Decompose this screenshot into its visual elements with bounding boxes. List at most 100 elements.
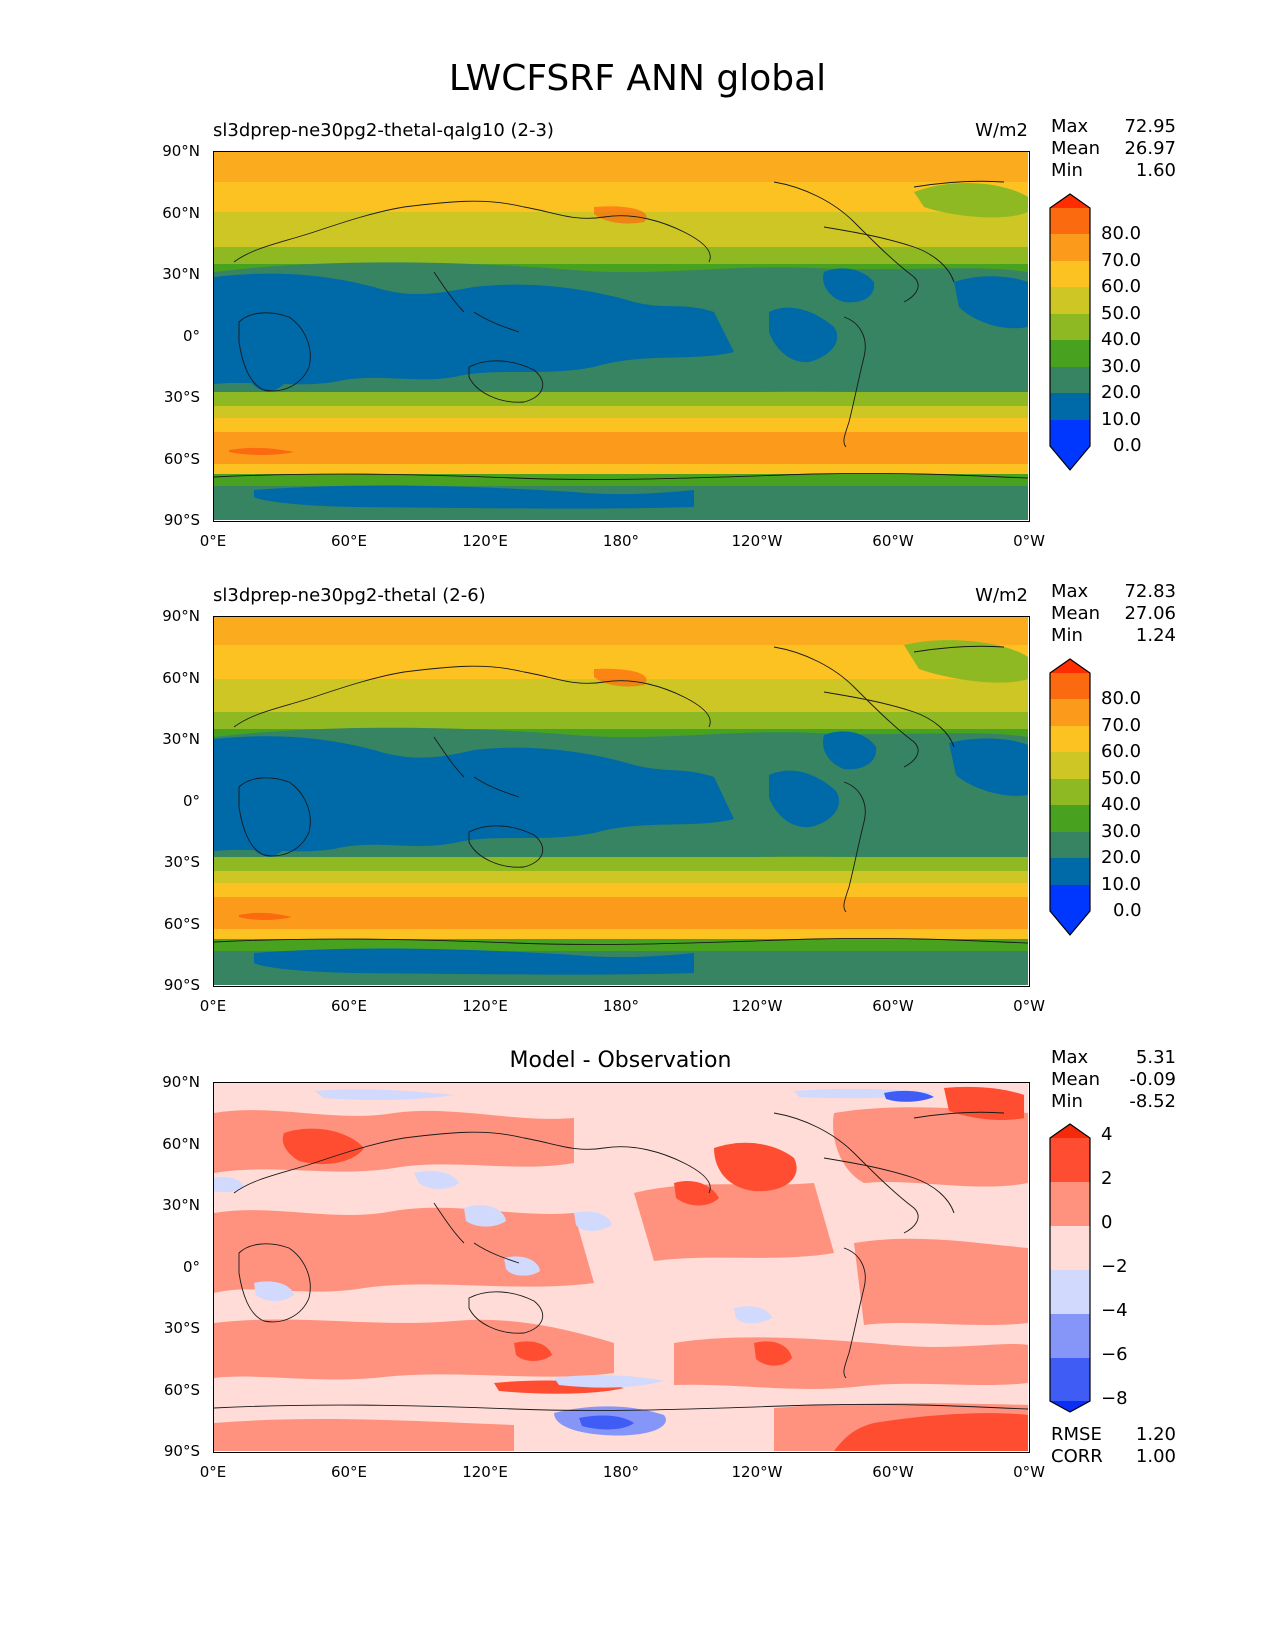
panel-2-stat-name: Min: [1051, 625, 1083, 646]
panel-2-colorbar-label: 10.0: [1101, 874, 1142, 895]
panel-2-ytick: 90°N: [162, 607, 200, 625]
panel-2-ytick: 0°: [182, 792, 200, 810]
panel-1-colorbar-label: 20.0: [1101, 382, 1142, 403]
panel-3-xtick: 120°W: [731, 1463, 783, 1481]
panel-1-ytick: 30°N: [162, 265, 200, 283]
colorbar-swatch: [1050, 752, 1090, 779]
colorbar-swatch: [1050, 393, 1090, 420]
panel-3-xtick: 180°: [602, 1463, 640, 1481]
panel-1-colorbar: [1049, 193, 1091, 471]
colorbar-swatch: [1050, 699, 1090, 726]
panel-2-stat-value: 27.06: [1124, 603, 1176, 624]
panel-2-xtick: 60°E: [330, 997, 368, 1015]
panel-2-colorbar-label: 70.0: [1101, 715, 1142, 736]
panel-2-xtick: 120°W: [731, 997, 783, 1015]
panel-2-ytick: 90°S: [163, 976, 200, 994]
colorbar-swatch: [1050, 340, 1090, 367]
panel-2-ytick: 30°N: [162, 730, 200, 748]
panel-3-field: [214, 1083, 1028, 1451]
panel-3-metric-name: CORR: [1051, 1446, 1103, 1467]
panel-2-colorbar-label: 60.0: [1101, 741, 1142, 762]
colorbar-swatch: [1050, 726, 1090, 753]
colorbar-swatch: [1050, 261, 1090, 288]
panel-3-xtick: 120°E: [462, 1463, 508, 1481]
panel-1-map: [213, 151, 1030, 522]
panel-2-stat-name: Max: [1051, 581, 1089, 602]
panel-1-xtick: 120°E: [462, 532, 508, 550]
colorbar-swatch: [1050, 1138, 1090, 1183]
colorbar-swatch: [1050, 314, 1090, 341]
panel-1-label: sl3dprep-ne30pg2-thetal-qalg10 (2-3): [213, 120, 554, 141]
panel-2-label: sl3dprep-ne30pg2-thetal (2-6): [213, 585, 486, 606]
colorbar-swatch: [1050, 420, 1090, 447]
colorbar-swatch: [1050, 805, 1090, 832]
panel-3-ytick: 30°S: [163, 1319, 200, 1337]
panel-3-stat-value: -0.09: [1129, 1069, 1176, 1090]
panel-2-xtick: 60°W: [872, 997, 914, 1015]
panel-3-ytick: 30°N: [162, 1196, 200, 1214]
colorbar-swatch: [1050, 858, 1090, 885]
panel-1-xtick: 180°: [602, 532, 640, 550]
panel-3-colorbar-label: −6: [1101, 1344, 1128, 1365]
panel-3-colorbar: [1049, 1123, 1091, 1413]
panel-1-stat-value: 72.95: [1124, 116, 1176, 137]
panel-3-ytick: 90°N: [162, 1073, 200, 1091]
colorbar-swatch: [1050, 287, 1090, 314]
colorbar-swatch: [1050, 1226, 1090, 1271]
panel-2-colorbar-label: 20.0: [1101, 847, 1142, 868]
panel-1-ytick: 60°S: [163, 450, 200, 468]
panel-1-xtick: 0°W: [1013, 532, 1045, 550]
panel-1-colorbar-label: 10.0: [1101, 409, 1142, 430]
colorbar-swatch: [1050, 1358, 1090, 1402]
panel-2-stat-name: Mean: [1051, 603, 1101, 624]
panel-3-xtick: 0°E: [199, 1463, 227, 1481]
colorbar-swatch: [1050, 673, 1090, 700]
panel-2-xtick: 120°E: [462, 997, 508, 1015]
colorbar-extend-bottom: [1050, 1401, 1090, 1412]
panel-3-ytick: 60°N: [162, 1135, 200, 1153]
panel-1-stat-value: 1.60: [1135, 160, 1176, 181]
panel-1-ytick: 60°N: [162, 204, 200, 222]
colorbar-swatch: [1050, 1314, 1090, 1359]
panel-2-colorbar-label: 30.0: [1101, 821, 1142, 842]
panel-2-ytick: 60°S: [163, 915, 200, 933]
panel-3-subtitle: Model - Observation: [509, 1048, 732, 1073]
panel-2-stat-value: 1.24: [1135, 625, 1176, 646]
panel-3-xtick: 60°E: [330, 1463, 368, 1481]
panel-3-metric-value: 1.00: [1135, 1446, 1176, 1467]
panel-1-colorbar-label: 70.0: [1101, 250, 1142, 271]
panel-2-ytick: 30°S: [163, 853, 200, 871]
panel-3-stat-name: Max: [1051, 1047, 1089, 1068]
panel-1-colorbar-label: 80.0: [1101, 223, 1142, 244]
panel-1-ytick: 90°N: [162, 142, 200, 160]
panel-1-colorbar-label: 60.0: [1101, 276, 1142, 297]
colorbar-swatch: [1050, 832, 1090, 859]
panel-1-xtick: 60°E: [330, 532, 368, 550]
panel-3-metric-value: 1.20: [1135, 1424, 1176, 1445]
colorbar-swatch: [1050, 234, 1090, 261]
panel-2-colorbar-label: 50.0: [1101, 768, 1142, 789]
colorbar-extend-bottom: [1050, 446, 1090, 470]
colorbar-swatch: [1050, 1182, 1090, 1227]
panel-3-ytick: 0°: [182, 1258, 200, 1276]
panel-2-stat-value: 72.83: [1124, 581, 1176, 602]
panel-1-stat-name: Min: [1051, 160, 1083, 181]
panel-2-colorbar-label: 80.0: [1101, 688, 1142, 709]
panel-2-colorbar-label: 0.0: [1113, 900, 1142, 921]
colorbar-extend-top: [1050, 1124, 1090, 1138]
panel-2-xtick: 180°: [602, 997, 640, 1015]
panel-1-field: [214, 152, 1028, 520]
panel-2-colorbar-label: 40.0: [1101, 794, 1142, 815]
panel-1-colorbar-label: 0.0: [1113, 435, 1142, 456]
panel-3-colorbar-label: 4: [1101, 1124, 1113, 1145]
panel-3-ytick: 60°S: [163, 1381, 200, 1399]
panel-3-stat-value: -8.52: [1129, 1091, 1176, 1112]
panel-3-xtick: 60°W: [872, 1463, 914, 1481]
panel-1-units: W/m2: [975, 120, 1028, 141]
colorbar-extend-top: [1050, 194, 1090, 208]
colorbar-swatch: [1050, 367, 1090, 394]
panel-3-ytick: 90°S: [163, 1442, 200, 1460]
panel-1-colorbar-label: 50.0: [1101, 303, 1142, 324]
panel-2-map: [213, 616, 1030, 987]
panel-2-xtick: 0°W: [1013, 997, 1045, 1015]
